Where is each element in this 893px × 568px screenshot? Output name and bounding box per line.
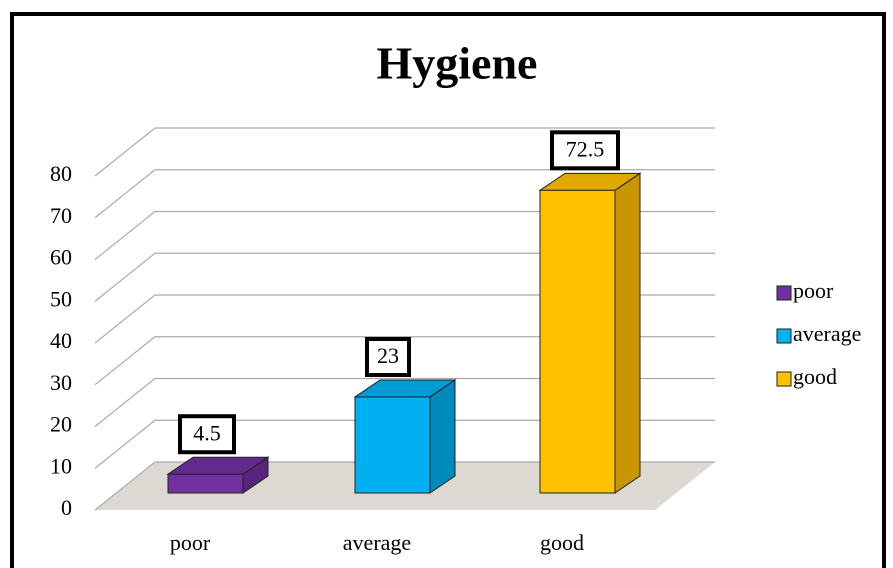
chart-title: Hygiene	[377, 38, 538, 89]
legend-swatch	[776, 285, 792, 301]
value-label: 72.5	[566, 136, 605, 161]
x-tick-label: poor	[170, 530, 211, 555]
grid-line	[94, 378, 156, 427]
value-label-box	[550, 130, 620, 171]
value-label-box	[365, 336, 411, 377]
legend-label: good	[793, 364, 837, 389]
y-tick-label: 0	[61, 495, 72, 520]
y-tick-label: 40	[50, 328, 72, 353]
y-tick-label: 80	[50, 161, 72, 186]
x-tick-label: average	[343, 530, 411, 555]
y-tick-label: 20	[50, 412, 72, 437]
legend-label: average	[793, 321, 861, 346]
legend-swatch	[776, 371, 792, 387]
bar-side	[614, 172, 641, 494]
bar-side	[429, 379, 456, 494]
y-tick-label: 30	[50, 370, 72, 395]
bar	[167, 473, 244, 494]
grid-line	[94, 127, 156, 177]
legend-swatch	[776, 328, 792, 344]
value-label: 4.5	[193, 420, 221, 445]
y-tick-label: 10	[50, 453, 72, 478]
x-tick-label: good	[540, 530, 584, 555]
grid-line	[94, 294, 156, 344]
bar	[539, 189, 616, 494]
grid-line	[94, 252, 156, 302]
grid-line	[94, 336, 156, 386]
grid-line	[94, 419, 156, 469]
y-tick-label: 70	[50, 203, 72, 228]
grid-line	[94, 211, 156, 260]
value-label: 23	[377, 343, 399, 368]
y-tick-label: 50	[50, 286, 72, 311]
y-tick-label: 60	[50, 245, 72, 270]
value-label-box	[178, 414, 236, 455]
grid-line	[94, 169, 156, 219]
bar	[354, 396, 431, 494]
grid-line	[94, 461, 156, 511]
legend-label: poor	[793, 278, 834, 303]
